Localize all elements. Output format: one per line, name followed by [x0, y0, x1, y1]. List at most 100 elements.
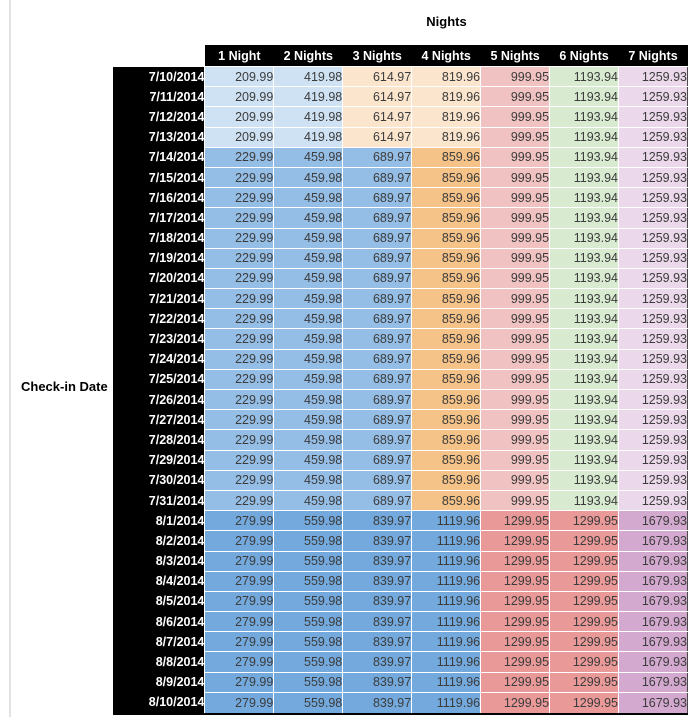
price-cell: 1119.96 [411, 530, 482, 552]
price-cell: 1193.94 [549, 470, 619, 491]
price-cell: 1679.93 [618, 571, 688, 592]
row-date-label: 8/10/2014 [113, 692, 206, 715]
price-cell: 1119.96 [411, 672, 482, 693]
price-cell: 1299.95 [480, 571, 551, 592]
price-cell: 999.95 [480, 490, 551, 512]
price-cell: 689.97 [342, 369, 413, 391]
price-cell: 1259.93 [618, 470, 688, 491]
price-cell: 559.98 [273, 692, 344, 715]
price-cell: 1193.94 [549, 409, 619, 431]
table-row: 7/15/2014 229.99 459.98 689.97 859.96 999.95 1… [113, 167, 688, 189]
price-cell: 999.95 [480, 127, 551, 148]
price-cell: 419.98 [273, 66, 344, 88]
price-cell: 839.97 [342, 651, 413, 673]
price-cell: 1259.93 [618, 369, 688, 391]
price-cell: 1119.96 [411, 551, 482, 572]
price-cell: 459.98 [273, 490, 344, 512]
price-cell: 1299.95 [549, 571, 619, 592]
table-row: 8/8/2014 279.99 559.98 839.97 1119.96 1299.95… [113, 651, 688, 673]
price-cell: 614.97 [342, 127, 413, 148]
price-cell: 999.95 [480, 409, 551, 431]
price-cell: 839.97 [342, 692, 413, 715]
price-cell: 559.98 [273, 611, 344, 633]
price-cell: 1193.94 [549, 127, 619, 148]
price-cell: 1259.93 [618, 228, 688, 249]
price-cell: 459.98 [273, 409, 344, 431]
price-cell: 1299.95 [480, 611, 551, 633]
price-cell: 859.96 [411, 490, 482, 512]
table-row: 7/11/2014 209.99 419.98 614.97 819.96 999.95 1… [113, 86, 688, 108]
price-cell: 1299.95 [480, 530, 551, 552]
price-cell: 559.98 [273, 651, 344, 673]
price-cell: 559.98 [273, 551, 344, 572]
price-cell: 209.99 [204, 66, 275, 88]
price-cell: 999.95 [480, 66, 551, 88]
price-cell: 459.98 [273, 328, 344, 350]
price-cell: 1259.93 [618, 147, 688, 168]
price-cell: 1259.93 [618, 409, 688, 431]
row-date-label: 8/1/2014 [113, 510, 206, 531]
row-date-label: 7/26/2014 [113, 389, 206, 410]
row-date-label: 7/20/2014 [113, 268, 206, 289]
price-cell: 1259.93 [618, 248, 688, 269]
row-date-label: 7/16/2014 [113, 187, 206, 208]
price-cell: 689.97 [342, 288, 413, 310]
row-date-label: 7/29/2014 [113, 450, 206, 471]
price-cell: 1193.94 [549, 450, 619, 471]
price-cell: 859.96 [411, 450, 482, 471]
price-cell: 1193.94 [549, 147, 619, 168]
price-cell: 1259.93 [618, 86, 688, 108]
table-row: 7/29/2014 229.99 459.98 689.97 859.96 999.95 1… [113, 450, 688, 471]
price-cell: 999.95 [480, 369, 551, 391]
row-date-label: 7/11/2014 [113, 86, 206, 107]
price-cell: 859.96 [411, 369, 482, 391]
price-cell: 859.96 [411, 389, 482, 411]
price-cell: 1299.95 [549, 530, 619, 552]
table-row: 8/1/2014 279.99 559.98 839.97 1119.96 1299.95… [113, 510, 688, 532]
row-date-label: 7/23/2014 [113, 328, 206, 350]
row-date-label: 7/24/2014 [113, 349, 206, 370]
price-cell: 1299.95 [549, 672, 619, 693]
price-cell: 1259.93 [618, 268, 688, 290]
table-row: 7/24/2014 229.99 459.98 689.97 859.96 999.95 1… [113, 349, 688, 370]
price-cell: 1119.96 [411, 631, 482, 653]
price-cell: 1119.96 [411, 510, 482, 532]
row-date-label: 8/4/2014 [113, 571, 206, 592]
price-cell: 1679.93 [618, 631, 688, 653]
price-cell: 1193.94 [549, 228, 619, 249]
price-cell: 1679.93 [618, 672, 688, 693]
table-row: 7/16/2014 229.99 459.98 689.97 859.96 999.95 1… [113, 187, 688, 209]
price-cell: 839.97 [342, 591, 413, 613]
price-cell: 1259.93 [618, 207, 688, 229]
price-cell: 279.99 [204, 672, 275, 693]
price-cell: 229.99 [204, 328, 275, 350]
price-cell: 689.97 [342, 450, 413, 471]
price-cell: 279.99 [204, 591, 275, 613]
price-cell: 229.99 [204, 369, 275, 391]
row-date-label: 8/5/2014 [113, 591, 206, 612]
table-row: 8/10/2014 279.99 559.98 839.97 1119.96 1299.9… [113, 692, 688, 715]
price-cell: 839.97 [342, 611, 413, 633]
price-cell: 1299.95 [549, 611, 619, 633]
row-date-label: 7/17/2014 [113, 207, 206, 228]
price-cell: 279.99 [204, 530, 275, 552]
price-cell: 1119.96 [411, 692, 482, 715]
table-row: 7/17/2014 229.99 459.98 689.97 859.96 999.95 1… [113, 207, 688, 229]
price-cell: 229.99 [204, 268, 275, 290]
price-cell: 689.97 [342, 248, 413, 269]
price-cell: 859.96 [411, 147, 482, 168]
table-row: 8/4/2014 279.99 559.98 839.97 1119.96 1299.95… [113, 571, 688, 592]
price-cell: 459.98 [273, 470, 344, 491]
price-cell: 209.99 [204, 86, 275, 108]
price-cell: 459.98 [273, 167, 344, 189]
price-cell: 839.97 [342, 631, 413, 653]
row-date-label: 7/13/2014 [113, 127, 206, 148]
row-date-label: 7/28/2014 [113, 429, 206, 451]
price-cell: 1193.94 [549, 429, 619, 451]
price-cell: 689.97 [342, 328, 413, 350]
price-cell: 279.99 [204, 651, 275, 673]
price-cell: 1193.94 [549, 268, 619, 290]
price-cell: 999.95 [480, 308, 551, 330]
table-row: 7/19/2014 229.99 459.98 689.97 859.96 999.95 1… [113, 248, 688, 269]
price-cell: 229.99 [204, 450, 275, 471]
